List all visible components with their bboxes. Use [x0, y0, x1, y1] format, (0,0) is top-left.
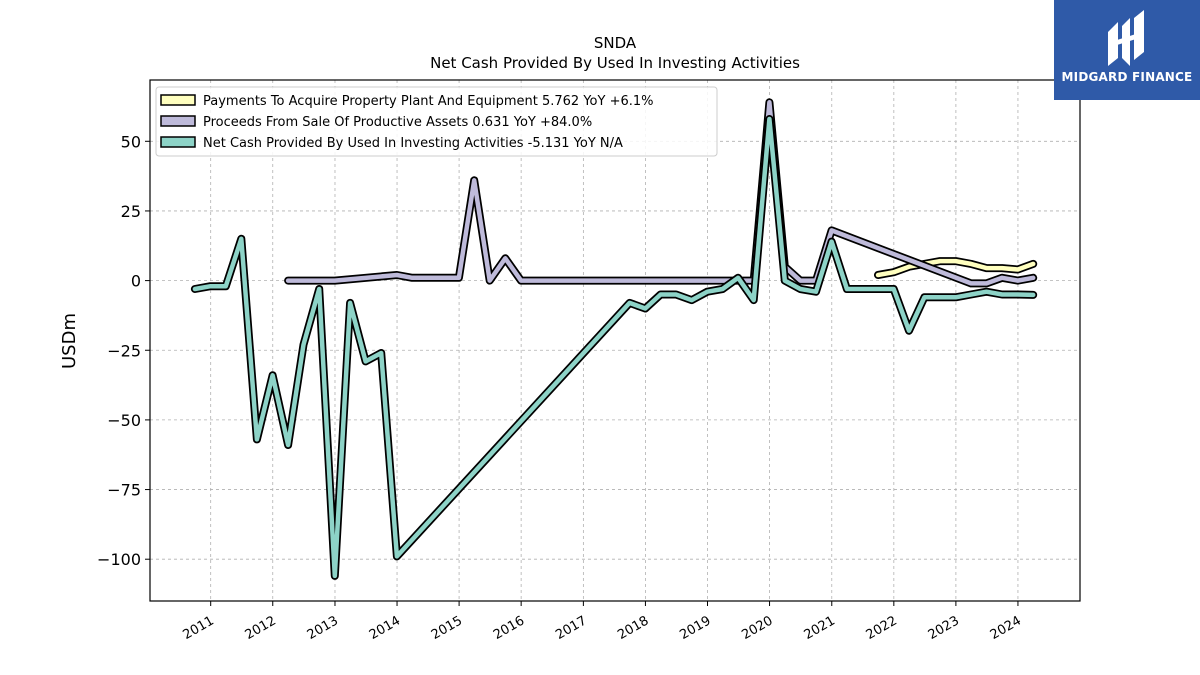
- legend-swatch-3: [160, 136, 196, 148]
- series-group: [190, 98, 1038, 580]
- legend-swatch-2: [160, 115, 196, 127]
- chart-ticker: SNDA: [594, 34, 637, 52]
- brand-name: MIDGARD FINANCE: [1061, 70, 1193, 84]
- chart-title: Net Cash Provided By Used In Investing A…: [430, 54, 800, 72]
- y-axis: 50 25 0 −25 −50 −75 −100: [97, 132, 150, 569]
- y-tick-label: −25: [107, 341, 141, 360]
- series-3-line: [192, 116, 1036, 579]
- plot-frame: [149, 79, 1081, 602]
- legend-label-1: Payments To Acquire Property Plant And E…: [203, 94, 654, 109]
- y-axis-label: USDm: [59, 313, 80, 369]
- legend-swatch-1: [160, 94, 196, 106]
- y-tick-label: 0: [131, 272, 141, 291]
- midgard-logo-icon: [1108, 10, 1144, 66]
- series-1-line: [875, 258, 1036, 278]
- brand-logo: MIDGARD FINANCE: [1054, 0, 1200, 100]
- y-tick-label: −75: [107, 481, 141, 500]
- series-2-line: [285, 100, 1036, 286]
- legend: Payments To Acquire Property Plant And E…: [155, 86, 718, 157]
- y-tick-label: −100: [97, 550, 141, 569]
- legend-box: [155, 86, 718, 157]
- y-tick-label: 50: [121, 132, 141, 151]
- y-tick-label: −50: [107, 411, 141, 430]
- legend-label-3: Net Cash Provided By Used In Investing A…: [203, 136, 623, 151]
- y-tick-label: 25: [121, 202, 141, 221]
- legend-label-2: Proceeds From Sale Of Productive Assets …: [203, 115, 592, 130]
